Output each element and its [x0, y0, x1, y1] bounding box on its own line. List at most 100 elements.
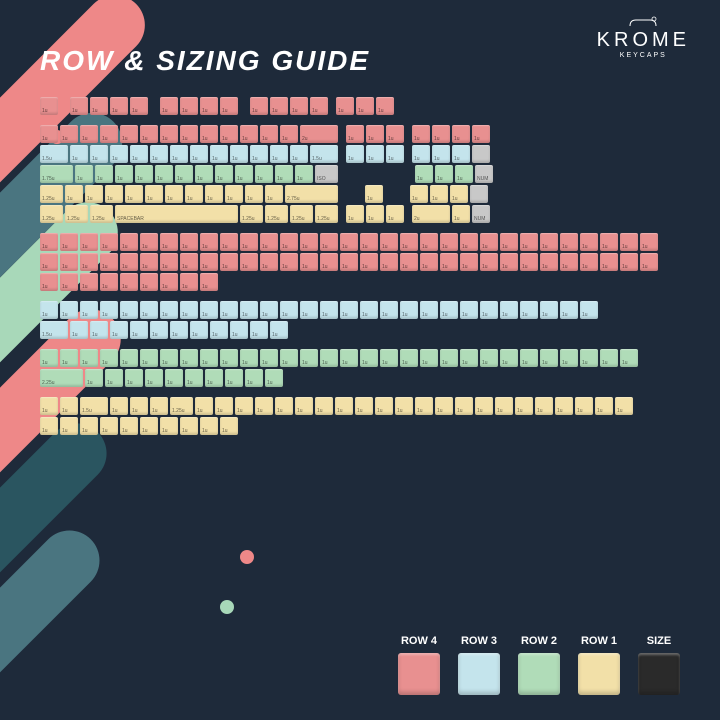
keycap: 1u [280, 349, 298, 367]
keycap: 1u [180, 97, 198, 115]
keycap: 1u [215, 165, 233, 183]
keycap: 1u [375, 397, 393, 415]
keycap: 1u [360, 349, 378, 367]
keycap: 1u [440, 301, 458, 319]
keycap: 1u [420, 301, 438, 319]
keycap: 1u [340, 253, 358, 271]
keycap: 1u [60, 397, 78, 415]
keycap: 1u [346, 205, 364, 223]
keycap: 1u [40, 301, 58, 319]
keycap: 1u [195, 397, 213, 415]
keycap: 1u [130, 397, 148, 415]
keycap: 1u [130, 97, 148, 115]
keycap: 1u [40, 253, 58, 271]
keycap: 1u [420, 349, 438, 367]
keycap: 1u [240, 233, 258, 251]
legend-item: SIZE [638, 635, 680, 695]
keycap: 1u [435, 397, 453, 415]
keycap: 1u [365, 185, 383, 203]
logo-brand-text: KROME [597, 29, 690, 52]
keycap: 1u [115, 165, 133, 183]
keycap: 1u [175, 165, 193, 183]
keycap: 1u [452, 125, 470, 143]
keycap: 1u [336, 97, 354, 115]
keycap: 1u [366, 205, 384, 223]
keycap: 1u [300, 233, 318, 251]
keycap: 1u [200, 349, 218, 367]
keycap: 1u [100, 253, 118, 271]
keycap: 1u [535, 397, 553, 415]
keycap: 1u [346, 145, 364, 163]
keycap: 1u [320, 233, 338, 251]
keycap: 1u [450, 185, 468, 203]
keycap: 1u [300, 349, 318, 367]
keycap: 1u [180, 233, 198, 251]
keycap: 1u [275, 397, 293, 415]
keycap: 1u [260, 253, 278, 271]
keycap: 1.5u [40, 321, 68, 339]
keycap: 1u [415, 397, 433, 415]
keycap: 1u [40, 417, 58, 435]
keycap: 1u [420, 233, 438, 251]
keycap: 1u [140, 417, 158, 435]
legend-label: ROW 2 [518, 635, 560, 647]
keycap: 1u [460, 253, 478, 271]
keycap: 1u [300, 301, 318, 319]
keycap: 1u [460, 349, 478, 367]
keycap: 1u [140, 233, 158, 251]
keyboard-layout: 1u1u1u1u1u1u1u1u1u1u1u1u1u1u1u1u1u1u1u1u… [40, 97, 680, 435]
legend-swatch [578, 653, 620, 695]
keycap: 1u [215, 397, 233, 415]
keycap: 1u [640, 233, 658, 251]
keycap: 1u [40, 397, 58, 415]
keycap: 1u [80, 125, 98, 143]
legend-label: SIZE [638, 635, 680, 647]
keycap: 1u [395, 397, 413, 415]
keycap: 1u [200, 273, 218, 291]
keycap: 1u [170, 145, 188, 163]
keycap: 1u [560, 233, 578, 251]
keycap: 1u [480, 233, 498, 251]
keycap: 1u [60, 417, 78, 435]
keycap: 1u [65, 185, 83, 203]
keycap: 1u [356, 97, 374, 115]
keycap: 1u [560, 349, 578, 367]
keycap: 1u [140, 253, 158, 271]
keycap: 1u [500, 253, 518, 271]
keycap: 1u [452, 145, 470, 163]
keycap: 1u [580, 233, 598, 251]
keycap: 1u [220, 125, 238, 143]
keycap: 1u [220, 301, 238, 319]
keycap: 1u [150, 321, 168, 339]
keycap: 1u [475, 397, 493, 415]
keycap: 1u [125, 369, 143, 387]
keycap: 1u [180, 273, 198, 291]
keycap: 1u [205, 369, 223, 387]
keycap: 1u [240, 349, 258, 367]
keycap: 1u [200, 301, 218, 319]
keycap: 1u [40, 233, 58, 251]
keycap: 1u [415, 165, 433, 183]
keycap: 1u [460, 233, 478, 251]
legend-item: ROW 1 [578, 635, 620, 695]
keycap: 1u [340, 301, 358, 319]
keycap: 1u [540, 233, 558, 251]
keycap: 1u [520, 349, 538, 367]
keycap: 1u [480, 301, 498, 319]
keycap: 1u [320, 253, 338, 271]
keycap: 1u [130, 321, 148, 339]
keycap: 1u [180, 301, 198, 319]
keycap: 1u [280, 301, 298, 319]
keycap: 1u [380, 349, 398, 367]
keycap: 1u [460, 301, 478, 319]
keycap: 1u [295, 165, 313, 183]
keycap: 1u [432, 125, 450, 143]
keycap [472, 145, 490, 163]
keycap: 1u [290, 145, 308, 163]
keycap: 1u [110, 145, 128, 163]
legend-label: ROW 4 [398, 635, 440, 647]
keycap: 1u [240, 301, 258, 319]
keycap: 1u [412, 125, 430, 143]
keycap: 1.25u [315, 205, 338, 223]
keycap: 1u [125, 185, 143, 203]
